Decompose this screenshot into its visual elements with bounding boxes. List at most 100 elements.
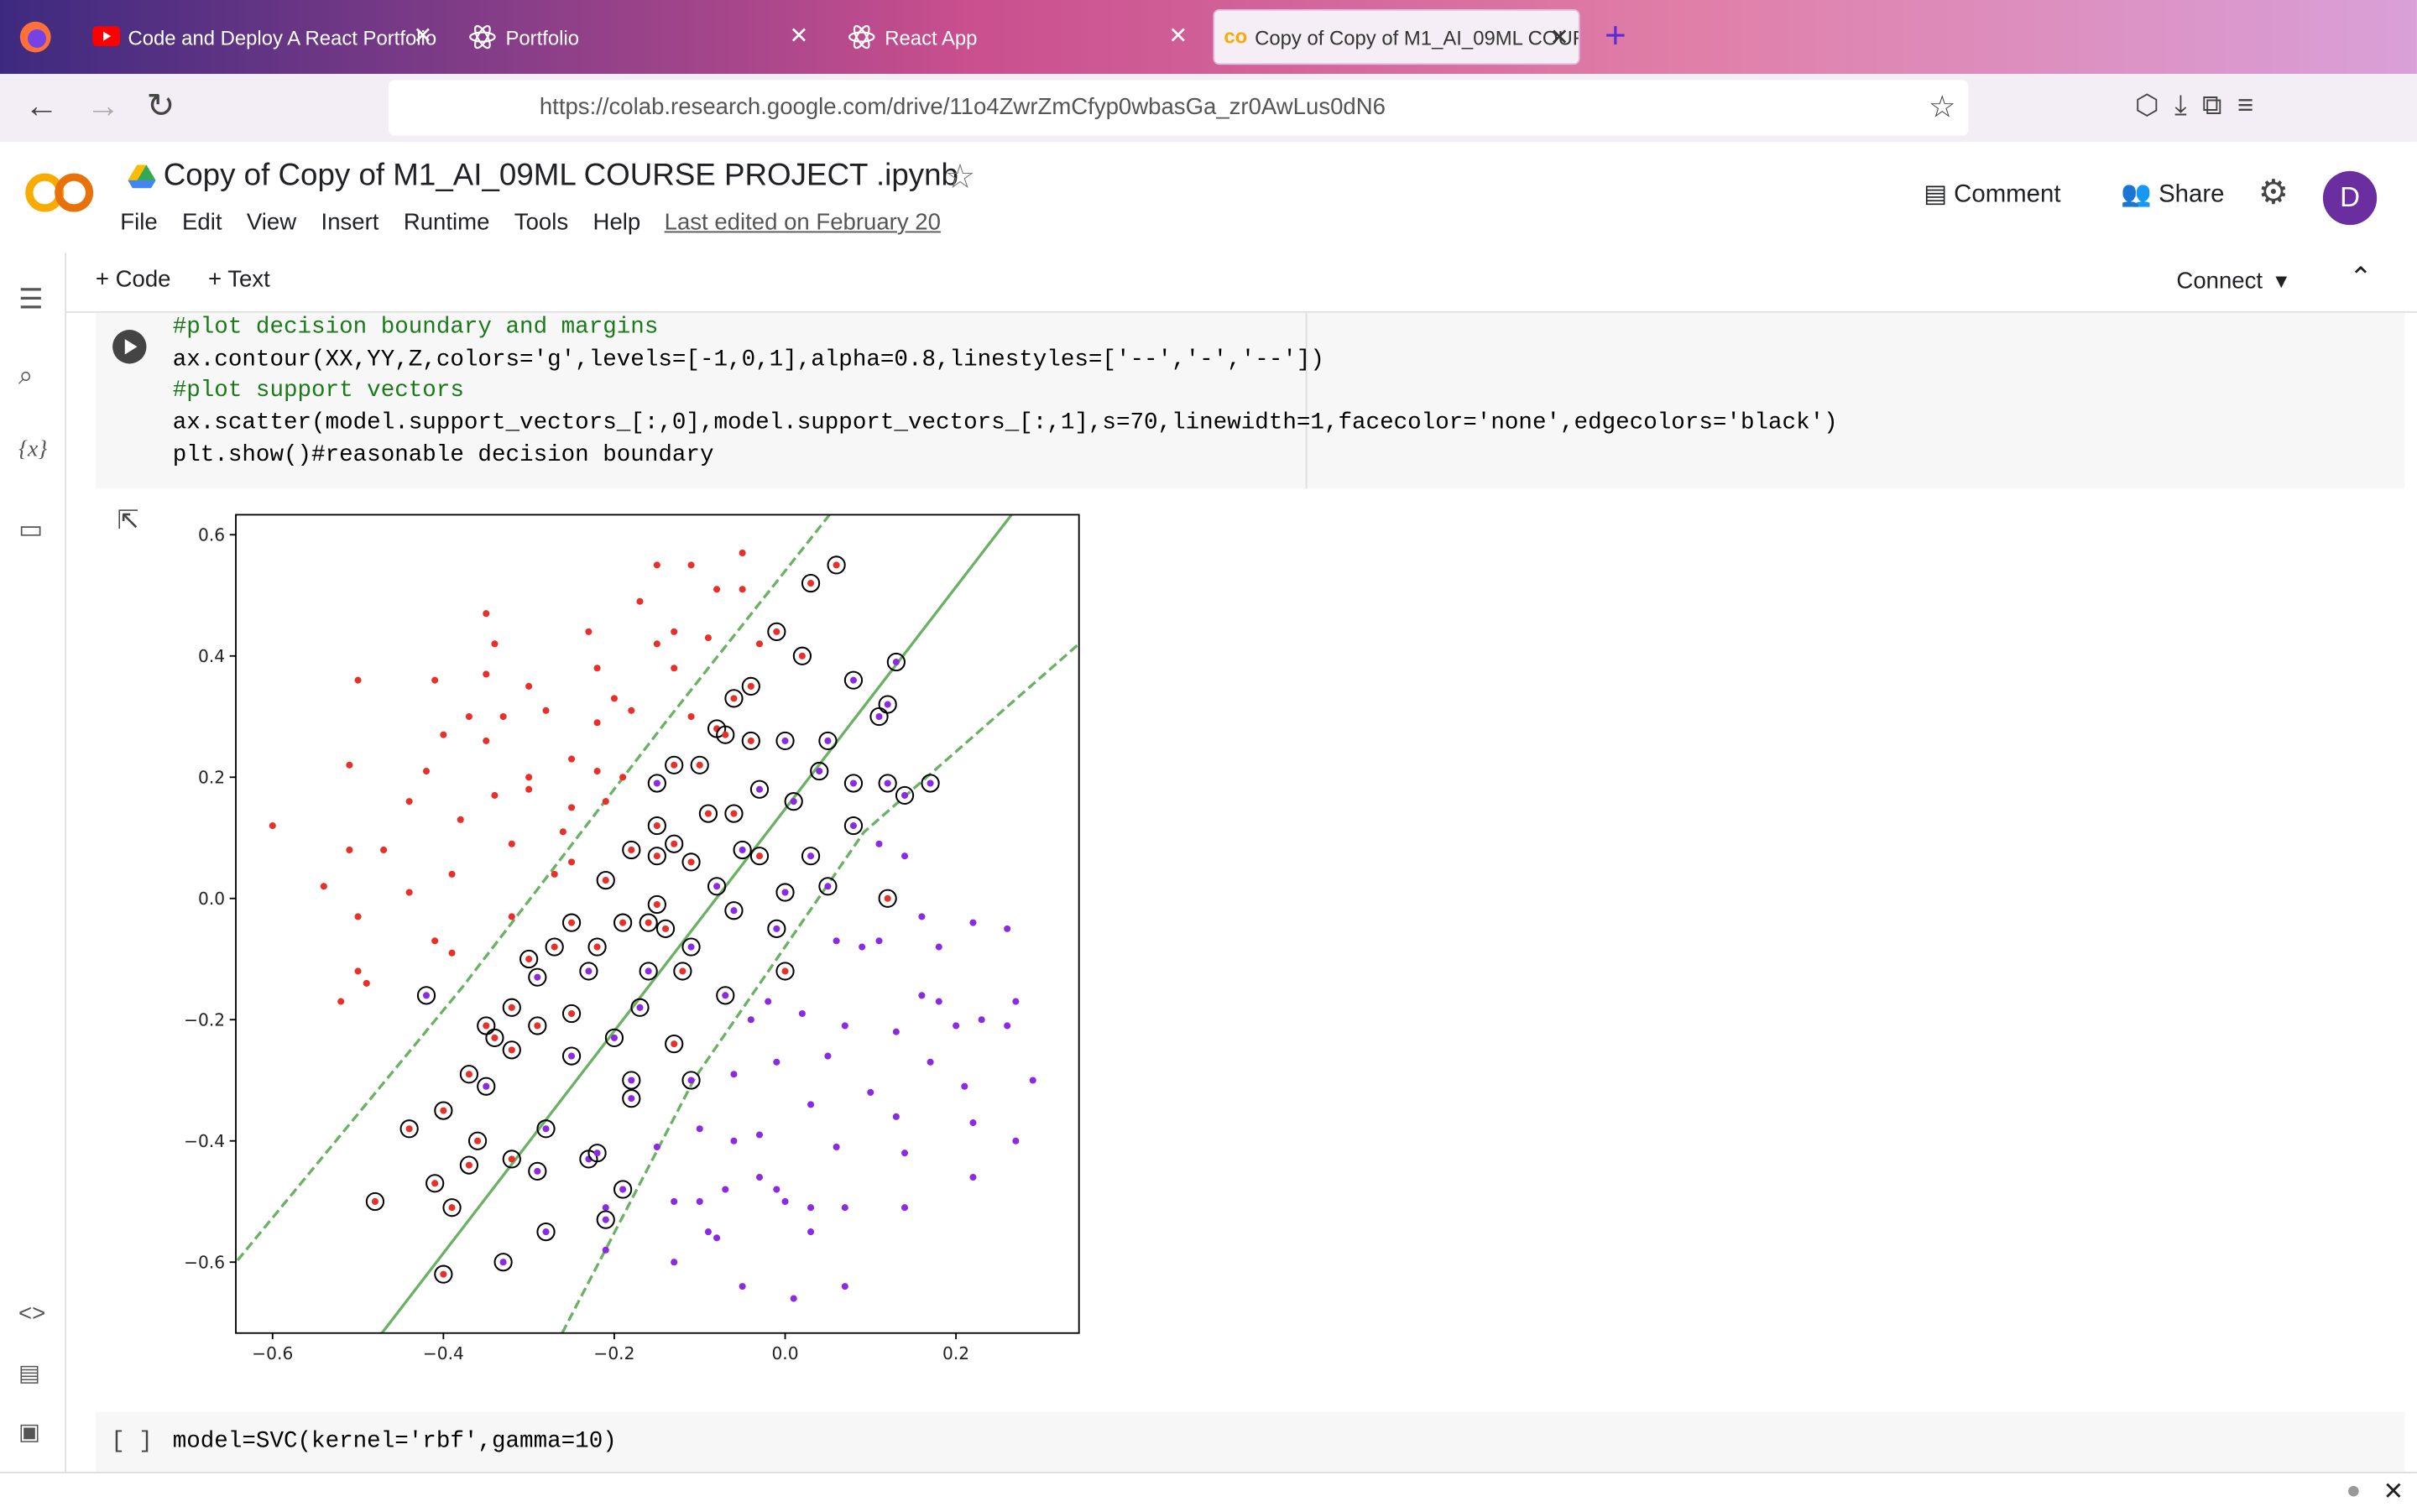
add-text[interactable]: + Text bbox=[207, 266, 270, 293]
point bbox=[696, 1125, 703, 1133]
star[interactable]: ☆ bbox=[944, 157, 976, 196]
point bbox=[841, 1022, 848, 1030]
new-tab[interactable]: + bbox=[1605, 15, 1626, 57]
support-vector-ring bbox=[647, 894, 666, 915]
run-button[interactable] bbox=[111, 328, 148, 365]
support-vector-ring bbox=[647, 847, 666, 866]
support-vector-ring bbox=[655, 919, 676, 938]
tab[interactable]: Code and Deploy A React Portfolio bbox=[88, 9, 440, 65]
tab[interactable]: React App bbox=[845, 9, 1197, 65]
menu-item[interactable]: Runtime bbox=[403, 209, 490, 237]
point bbox=[755, 640, 764, 648]
support-vector-ring bbox=[639, 913, 658, 932]
point bbox=[730, 1137, 738, 1144]
menu-item[interactable]: Help bbox=[593, 209, 641, 237]
point bbox=[568, 804, 576, 811]
menu-item[interactable]: File bbox=[120, 209, 158, 237]
search-icon[interactable]: ⌕ bbox=[18, 360, 34, 390]
url-bar[interactable]: https://colab.research.google.com/drive/… bbox=[388, 80, 1969, 136]
support-vector-ring bbox=[528, 1161, 547, 1181]
toolbar-icons[interactable]: ⬡ ⤓ ⧉ ≡ bbox=[2134, 89, 2254, 121]
point bbox=[833, 937, 840, 945]
support-vector-ring bbox=[784, 792, 803, 811]
settings[interactable]: ⚙ bbox=[2258, 172, 2289, 211]
menu-item[interactable]: Edit bbox=[182, 209, 222, 237]
tab[interactable]: Portfolio bbox=[466, 9, 817, 65]
point bbox=[687, 561, 695, 569]
point bbox=[661, 925, 670, 932]
point bbox=[901, 852, 909, 860]
support-vector-ring bbox=[878, 889, 897, 908]
point bbox=[508, 1155, 515, 1163]
support-vector-ring bbox=[843, 816, 864, 836]
code-cell[interactable]: #plot decision boundary and margins ax.co… bbox=[95, 312, 2405, 489]
last-edited[interactable]: Last edited on February 20 bbox=[664, 209, 941, 237]
menu-item[interactable]: Tools bbox=[514, 209, 569, 237]
point bbox=[653, 822, 660, 830]
comment-label: Comment bbox=[1954, 181, 2061, 208]
support-vector-ring bbox=[596, 870, 615, 890]
close-tab[interactable]: ✕ bbox=[789, 23, 809, 50]
point bbox=[781, 889, 789, 896]
point bbox=[687, 943, 695, 951]
close-tab[interactable]: ✕ bbox=[413, 23, 433, 50]
point bbox=[380, 846, 388, 854]
add-code[interactable]: + Code bbox=[95, 266, 171, 293]
snippets-icon[interactable]: <> bbox=[18, 1301, 46, 1327]
point bbox=[739, 846, 746, 854]
comment-button[interactable]: ▤ Comment bbox=[1924, 181, 2061, 208]
point bbox=[405, 798, 413, 806]
colab-logo bbox=[25, 173, 94, 212]
point bbox=[465, 712, 472, 721]
support-vector-ring bbox=[681, 937, 701, 957]
point bbox=[542, 1228, 550, 1236]
code-line: model=SVC(kernel='rbf',gamma=10) bbox=[172, 1428, 617, 1455]
point bbox=[824, 1052, 832, 1060]
point bbox=[1029, 1077, 1036, 1084]
point bbox=[798, 652, 806, 660]
point bbox=[739, 586, 746, 593]
point bbox=[636, 1004, 644, 1011]
files-icon[interactable]: ▭ bbox=[18, 514, 44, 545]
back[interactable]: ← bbox=[24, 86, 59, 125]
share-button[interactable]: 👥 Share bbox=[2121, 181, 2225, 208]
collapse[interactable]: ⌃ bbox=[2349, 262, 2373, 293]
point bbox=[508, 1004, 515, 1011]
notebook-title[interactable]: Copy of Copy of M1_AI_09ML COURSE PROJEC… bbox=[163, 159, 958, 193]
menu-item[interactable]: View bbox=[246, 209, 297, 237]
point bbox=[849, 779, 858, 787]
url: https://colab.research.google.com/drive/… bbox=[539, 94, 1386, 121]
palette-icon[interactable]: ▤ bbox=[18, 1360, 41, 1388]
point bbox=[585, 967, 593, 975]
point bbox=[1012, 1137, 1020, 1144]
toc-icon[interactable]: ☰ bbox=[18, 283, 44, 315]
point bbox=[935, 998, 942, 1005]
code-line: plt.show()#reasonable decision boundary bbox=[172, 441, 714, 468]
avatar[interactable]: D bbox=[2322, 170, 2378, 226]
forward[interactable]: → bbox=[86, 86, 121, 125]
connect[interactable]: Connect ▾ bbox=[2176, 268, 2288, 295]
point bbox=[901, 791, 909, 799]
point bbox=[431, 676, 439, 684]
reload[interactable]: ↻ bbox=[146, 86, 175, 125]
point bbox=[542, 706, 550, 714]
point bbox=[755, 1174, 764, 1181]
point bbox=[892, 1028, 900, 1035]
terminal-icon[interactable]: ▣ bbox=[18, 1419, 41, 1446]
variables-icon[interactable]: {x} bbox=[18, 437, 48, 463]
drive-icon bbox=[128, 164, 156, 189]
menu-item[interactable]: Insert bbox=[321, 209, 379, 237]
tab-bar: Code and Deploy A React Portfolio ✕ Port… bbox=[0, 0, 2417, 75]
point bbox=[816, 768, 823, 775]
point bbox=[405, 1125, 413, 1133]
point bbox=[525, 955, 533, 963]
point bbox=[483, 670, 490, 678]
support-vector-ring bbox=[528, 967, 547, 987]
point bbox=[722, 1186, 729, 1193]
point bbox=[781, 1197, 789, 1206]
close-tab[interactable]: ✕ bbox=[1168, 23, 1188, 50]
point bbox=[508, 1046, 515, 1054]
support-vector-ring bbox=[681, 1071, 701, 1090]
support-vector-ring bbox=[485, 1028, 504, 1048]
